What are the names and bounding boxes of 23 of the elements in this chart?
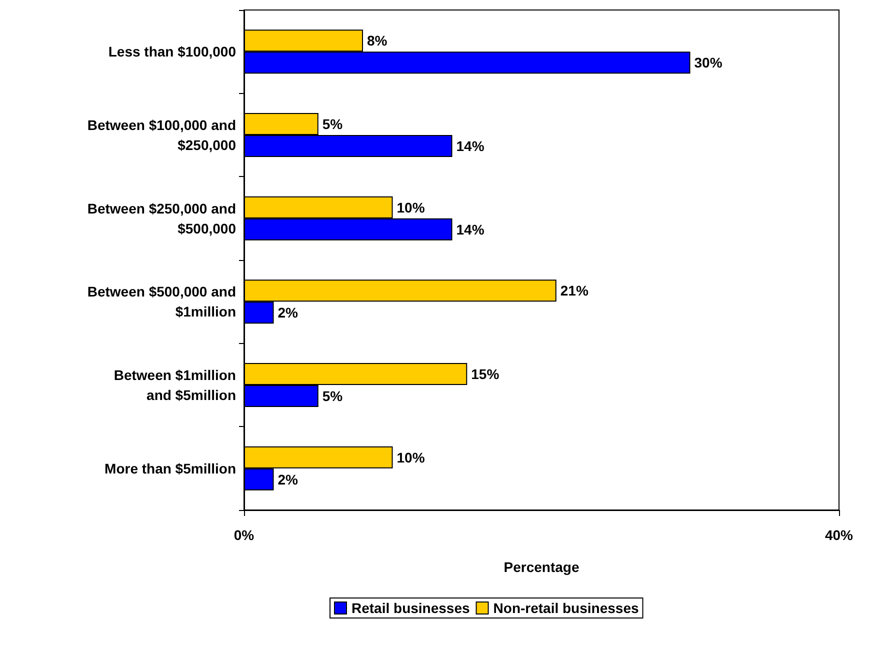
legend-label: Non-retail businesses (493, 600, 639, 616)
data-label: 21% (560, 282, 589, 299)
y-tick-label: Less than $100,000 (108, 44, 236, 60)
data-label: 14% (456, 138, 485, 154)
y-tick-label: More than $5million (104, 460, 236, 476)
y-tick-label: Between $500,000 and $1million (87, 284, 236, 320)
data-label: 10% (396, 449, 426, 466)
x-axis-title: Percentage (504, 559, 580, 575)
y-tick-label: Between $1million and $5million (114, 367, 236, 403)
y-tick-label: Between $250,000 and $500,000 (87, 200, 236, 236)
data-label: 2% (278, 304, 299, 321)
x-tick-label: 0% (234, 527, 255, 543)
data-label: 14% (456, 221, 485, 238)
data-label: 15% (471, 366, 500, 382)
data-label: 5% (322, 388, 344, 404)
data-label: 30% (694, 54, 723, 71)
data-label: 8% (367, 32, 388, 49)
legend-label: Retail businesses (352, 600, 470, 616)
x-tick-label: 40% (824, 527, 854, 543)
y-tick-label: Between $100,000 and $250,000 (87, 117, 236, 153)
data-label: 5% (322, 116, 344, 132)
data-label: 10% (396, 199, 426, 216)
data-label: 2% (278, 471, 299, 488)
